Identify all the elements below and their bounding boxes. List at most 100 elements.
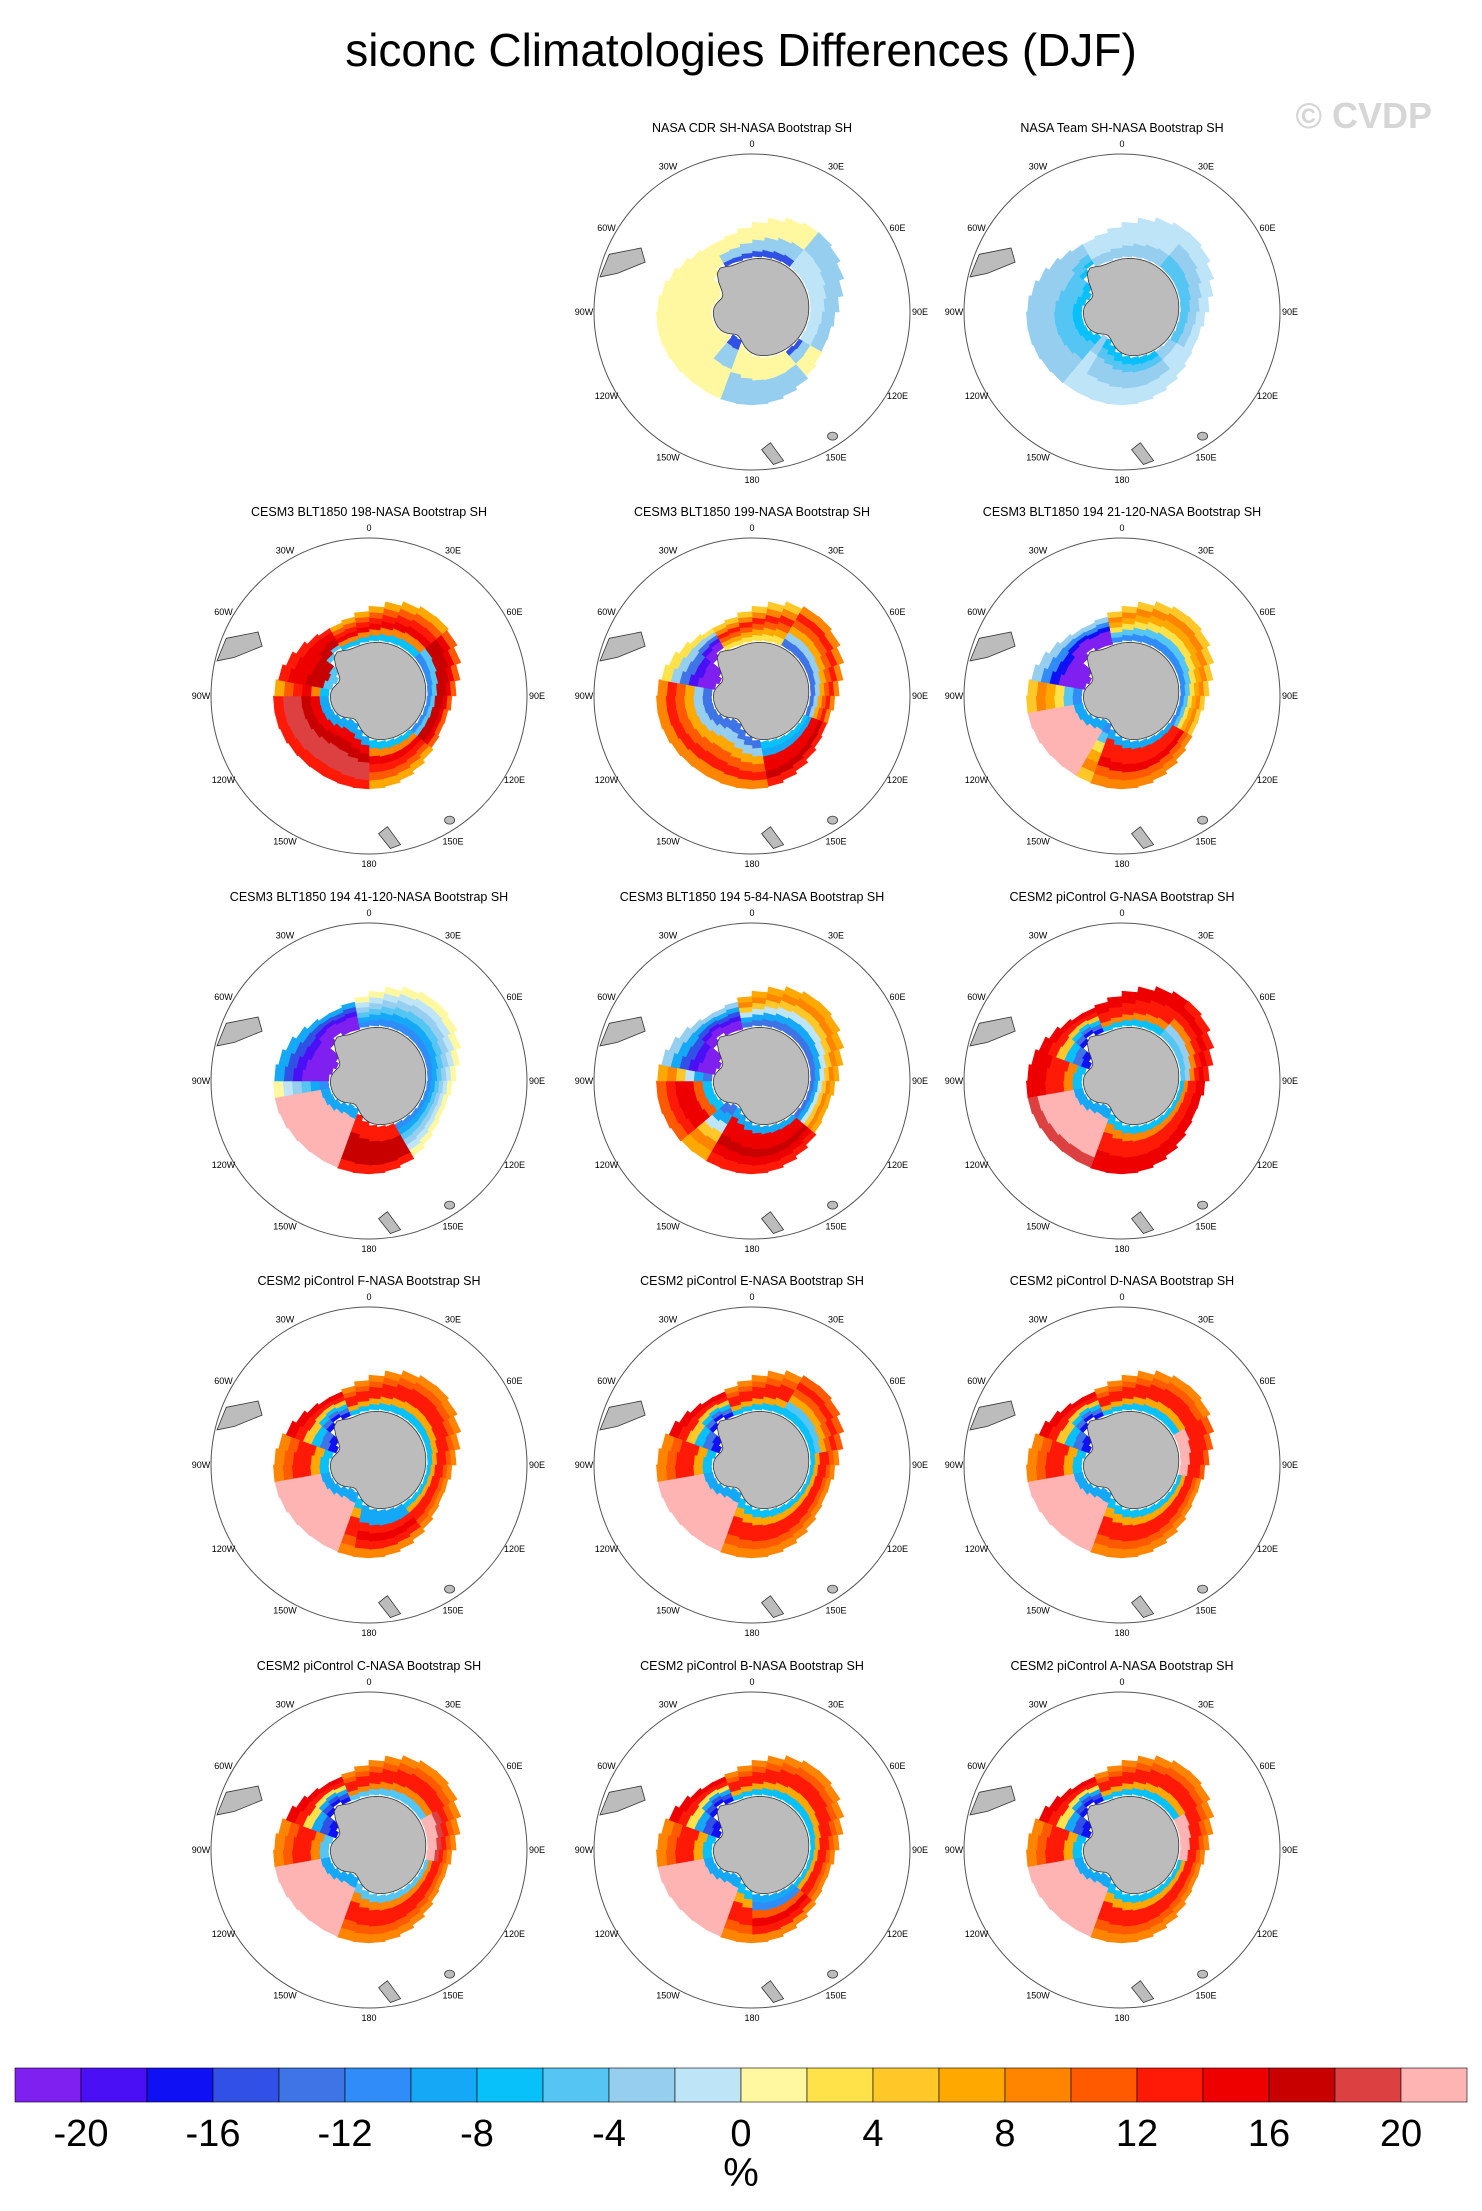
data-cell — [829, 1464, 836, 1480]
data-cell — [832, 1834, 840, 1851]
data-cell — [1026, 1464, 1038, 1482]
data-cell — [355, 1530, 370, 1541]
longitude-label: 60W — [214, 1376, 233, 1386]
longitude-label: 90E — [912, 1845, 928, 1855]
data-cell — [353, 1765, 370, 1773]
data-cell — [675, 1451, 686, 1466]
data-cell — [1048, 1026, 1064, 1044]
data-cell — [1036, 1834, 1048, 1851]
longitude-label: 150E — [825, 453, 846, 463]
data-cell — [430, 1385, 449, 1404]
data-cell — [301, 683, 312, 697]
data-cell — [440, 1093, 449, 1109]
antarctica-landmass — [1082, 1410, 1180, 1509]
data-cell — [1202, 1834, 1210, 1851]
data-cell — [829, 1080, 836, 1096]
data-cell — [368, 1140, 382, 1151]
map-panel: CESM2 piControl G-NASA Bootstrap SH 0 30E 6… — [945, 890, 1298, 1254]
data-cell — [740, 1138, 753, 1149]
data-cell — [336, 1158, 355, 1173]
data-cell — [274, 1448, 286, 1466]
data-cell — [823, 1093, 832, 1109]
data-cell — [1027, 679, 1039, 697]
colorbar-swatch — [1268, 2067, 1336, 2103]
colorbar-swatch — [476, 2067, 544, 2103]
data-cell — [1054, 1837, 1065, 1851]
longitude-label: 90E — [1282, 307, 1298, 317]
data-cell — [751, 221, 768, 230]
data-cell — [368, 1917, 383, 1928]
data-cell — [1193, 324, 1202, 340]
longitude-label: 60E — [506, 1761, 522, 1771]
data-cell — [1071, 1849, 1083, 1860]
longitude-label: 150E — [442, 1222, 463, 1232]
data-cell — [336, 773, 355, 788]
data-cell — [751, 1933, 769, 1944]
data-cell — [368, 747, 380, 758]
data-cell — [701, 311, 713, 322]
data-cell — [440, 1862, 449, 1878]
data-cell — [1183, 232, 1202, 251]
data-cell — [292, 682, 303, 697]
longitude-label: 0 — [1119, 139, 1124, 149]
data-cell — [285, 1036, 301, 1055]
data-cell — [824, 630, 841, 650]
data-cell — [656, 1464, 668, 1482]
tasmania-landmass — [444, 1200, 456, 1210]
data-cell — [666, 1449, 678, 1466]
colorbar-tick-label: -16 — [186, 2113, 241, 2155]
data-cell — [1121, 1532, 1136, 1543]
longitude-label: 60E — [506, 607, 522, 617]
data-cell — [751, 1548, 769, 1559]
longitude-label: 0 — [749, 139, 754, 149]
longitude-label: 150E — [442, 1991, 463, 2001]
data-cell — [751, 1909, 765, 1920]
data-cell — [657, 1833, 669, 1851]
data-cell — [833, 663, 844, 682]
data-cell — [1121, 1759, 1138, 1768]
data-cell — [450, 1817, 461, 1836]
tasmania-landmass — [444, 1969, 456, 1979]
data-cell — [300, 1080, 312, 1094]
data-cell — [1036, 680, 1048, 697]
map-panel: CESM3 BLT1850 194 41-120-NASA Bootstrap … — [192, 890, 545, 1254]
panel-title: CESM2 piControl A-NASA Bootstrap SH — [1010, 1659, 1233, 1673]
map-panel: CESM3 BLT1850 194 21-120-NASA Bootstrap … — [945, 505, 1298, 869]
longitude-label: 120E — [887, 1544, 908, 1554]
data-cell — [292, 1451, 303, 1466]
data-cell — [1110, 369, 1123, 380]
data-cell — [751, 1148, 766, 1159]
colorbar: -20 -16 -12 -8 -4 0 4 8 12 16 20% — [14, 2067, 1468, 2195]
longitude-label: 150E — [825, 1222, 846, 1232]
tasmania-landmass — [827, 1200, 839, 1210]
map-panel: CESM3 BLT1850 194 5-84-NASA Bootstrap SH… — [575, 890, 928, 1254]
data-cell — [737, 386, 753, 397]
data-cell — [751, 1532, 766, 1543]
longitude-label: 180 — [744, 1244, 759, 1254]
longitude-label: 150E — [1195, 1991, 1216, 2001]
longitude-label: 90E — [912, 691, 928, 701]
colorbar-swatch — [938, 2067, 1006, 2103]
data-cell — [306, 1402, 321, 1417]
longitude-label: 60W — [597, 1761, 616, 1771]
longitude-label: 90E — [1282, 1460, 1298, 1470]
longitude-label: 150W — [273, 1222, 297, 1232]
longitude-label: 90E — [529, 1076, 545, 1086]
longitude-label: 120E — [504, 1160, 525, 1170]
data-cell — [1027, 1833, 1039, 1851]
longitude-label: 30W — [276, 931, 295, 941]
data-cell — [824, 1015, 841, 1034]
longitude-label: 0 — [749, 523, 754, 533]
longitude-label: 90E — [912, 1460, 928, 1470]
tasmania-landmass — [827, 1584, 839, 1594]
longitude-label: 60E — [1259, 1376, 1275, 1386]
data-cell — [684, 683, 695, 697]
longitude-label: 90E — [1282, 1845, 1298, 1855]
data-cell — [1038, 651, 1054, 670]
longitude-label: 30E — [828, 162, 844, 172]
data-cell — [1105, 778, 1123, 790]
data-cell — [283, 1065, 295, 1082]
data-cell — [737, 770, 753, 781]
data-cell — [683, 1080, 695, 1094]
data-cell — [675, 1836, 686, 1851]
